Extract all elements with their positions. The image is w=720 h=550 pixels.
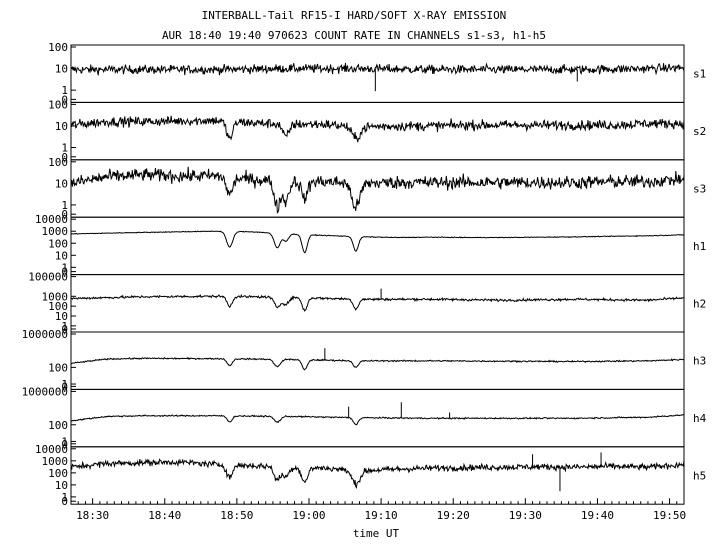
y-tick-label-s3: 0 — [61, 208, 68, 221]
y-tick-label-s2: 100 — [48, 98, 68, 111]
y-tick-label-h1: 0 — [61, 266, 68, 279]
series-line-h4 — [70, 414, 685, 426]
y-tick-label-h4: 100 — [48, 419, 68, 432]
x-axis: 18:30 18:40 18:50 19:00 19:10 19:20 19:30 19:40… — [70, 498, 686, 522]
x-tick-label: 18:50 — [220, 509, 253, 522]
y-tick-label-h2: 1 — [61, 320, 68, 333]
y-tick-label-h3: 100 — [48, 361, 68, 374]
channel-label-h3: h3 — [693, 355, 706, 368]
y-tick-label-h2: 100 — [48, 300, 68, 313]
channel-label-h2: h2 — [693, 297, 706, 310]
series-line-s1 — [70, 62, 685, 76]
panel-s2: 100 10 10 s2 — [48, 98, 706, 163]
y-tick-label-h4: 1000000 — [22, 385, 68, 398]
y-tick-label-h4: 0 — [61, 438, 68, 451]
y-tick-label-h2: 10 — [55, 310, 68, 323]
channel-label-h4: h4 — [693, 412, 707, 425]
y-tick-label-h3: 0 — [61, 380, 68, 393]
channel-label-s1: s1 — [693, 68, 706, 81]
x-tick-label: 19:50 — [653, 509, 686, 522]
series-line-s3 — [70, 166, 685, 214]
y-tick-label-h1: 10 — [55, 249, 68, 262]
y-tick-label-h3: 1000000 — [22, 328, 68, 341]
y-tick-label-h1: 10000 — [35, 213, 68, 226]
y-tick-label-h5: 100 — [48, 467, 68, 480]
panel-h4: 1000000 100 10 h4 — [22, 385, 707, 450]
panel-frame-s3 — [70, 159, 685, 218]
y-tick-label-s1: 0 — [61, 93, 68, 106]
y-tick-label-h1: 1 — [61, 261, 68, 274]
y-tick-label-s1: 1 — [61, 84, 68, 97]
y-tick-label-h2: 0 — [61, 323, 68, 336]
panel-frame-h2 — [70, 274, 685, 333]
chart-subtitle: AUR 18:40 19:40 970623 COUNT RATE IN CHA… — [162, 29, 546, 42]
x-tick-label: 19:40 — [581, 509, 614, 522]
y-tick-label-s2: 10 — [55, 120, 68, 133]
channel-panels: 1001010s11001010s21001010s31000010001001… — [22, 41, 707, 508]
panel-frame-s1 — [70, 44, 685, 103]
y-tick-label-h1: 1000 — [42, 225, 69, 238]
panel-frame-h1 — [70, 216, 685, 276]
x-tick-label: 19:00 — [292, 509, 325, 522]
y-tick-label-s3: 100 — [48, 156, 68, 169]
y-tick-label-h4: 1 — [61, 435, 68, 448]
x-tick-label: 18:30 — [76, 509, 109, 522]
series-line-h5 — [70, 458, 685, 489]
channel-label-h5: h5 — [693, 470, 706, 483]
panel-h3: 1000000 100 10 h3 — [22, 328, 707, 393]
y-tick-label-h5: 1 — [61, 491, 68, 504]
panel-frame-h5 — [70, 446, 685, 505]
y-tick-label-h2: 100000 — [28, 271, 68, 284]
channel-label-s2: s2 — [693, 125, 706, 138]
series-line-h1 — [70, 230, 685, 254]
series-line-s2 — [70, 115, 685, 143]
x-tick-label: 19:30 — [509, 509, 542, 522]
y-tick-label-h5: 1000 — [42, 455, 69, 468]
x-axis-label: time UT — [353, 527, 400, 540]
y-tick-label-h5: 0 — [61, 495, 68, 508]
chart-title: INTERBALL-Tail RF15-I HARD/SOFT X-RAY EM… — [202, 9, 507, 22]
y-tick-label-s1: 100 — [48, 41, 68, 54]
y-tick-label-h2: 1000 — [42, 290, 69, 303]
x-tick-label: 18:40 — [148, 509, 181, 522]
y-tick-label-s2: 0 — [61, 151, 68, 164]
y-tick-label-h5: 10 — [55, 479, 68, 492]
y-tick-label-h5: 10000 — [35, 443, 68, 456]
x-tick-label: 19:20 — [437, 509, 470, 522]
x-tick-label: 19:10 — [365, 509, 398, 522]
y-tick-label-s3: 1 — [61, 199, 68, 212]
y-tick-label-s1: 10 — [55, 63, 68, 76]
series-line-h2 — [70, 293, 685, 312]
series-line-h3 — [70, 356, 685, 371]
y-tick-label-s2: 1 — [61, 142, 68, 155]
channel-label-s3: s3 — [693, 183, 706, 196]
panel-s1: 100 10 10 s1 — [48, 41, 706, 106]
panel-s3: 100 10 10 s3 — [48, 156, 706, 221]
y-tick-label-h3: 1 — [61, 378, 68, 391]
y-tick-label-h1: 100 — [48, 237, 68, 250]
panel-frame-s2 — [70, 101, 685, 161]
channel-label-h1: h1 — [693, 240, 706, 253]
y-tick-label-s3: 10 — [55, 177, 68, 190]
